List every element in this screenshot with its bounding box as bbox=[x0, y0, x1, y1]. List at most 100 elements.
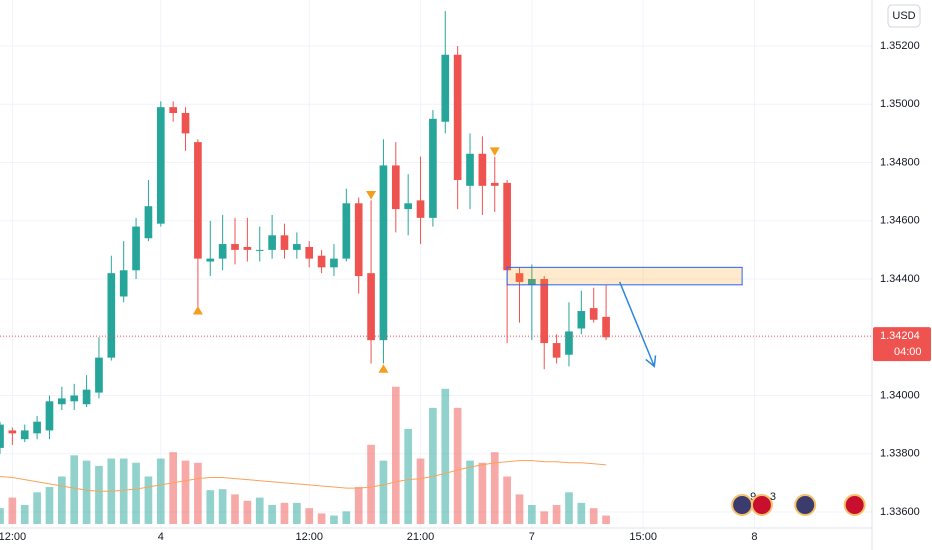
volume-bar bbox=[132, 462, 140, 524]
volume-bar bbox=[58, 476, 66, 524]
volume-bar bbox=[453, 407, 462, 524]
volume-bar bbox=[20, 504, 29, 524]
candle-body bbox=[268, 235, 276, 250]
candle-body bbox=[119, 270, 128, 297]
volume-bar bbox=[379, 460, 388, 524]
candle-body bbox=[194, 142, 202, 259]
x-tick-label: 4 bbox=[158, 531, 164, 543]
candle-body bbox=[107, 273, 116, 358]
volume-bar bbox=[33, 492, 41, 524]
volume-bar bbox=[577, 502, 586, 524]
volume-bar bbox=[416, 458, 425, 524]
volume-bar bbox=[255, 497, 264, 524]
x-tick-label: 7 bbox=[529, 531, 535, 543]
volume-bar bbox=[565, 492, 573, 524]
candle-body bbox=[602, 316, 610, 338]
countdown-label: 04:00 bbox=[894, 346, 922, 358]
candle-body bbox=[243, 246, 252, 250]
y-tick-label: 1.34000 bbox=[880, 389, 920, 401]
volume-bar bbox=[181, 460, 190, 524]
y-tick-label: 1.34600 bbox=[880, 215, 920, 227]
candle-body bbox=[342, 203, 351, 259]
x-tick-label: 21:00 bbox=[407, 531, 435, 543]
candle-body bbox=[577, 311, 586, 329]
candle-body bbox=[82, 389, 91, 405]
event-icon[interactable] bbox=[794, 494, 817, 516]
candle-body bbox=[478, 153, 487, 186]
volume-bar bbox=[317, 513, 326, 524]
candle-body bbox=[8, 430, 17, 434]
candle-body bbox=[404, 203, 413, 210]
y-tick-label: 1.34400 bbox=[880, 273, 920, 285]
candle-body bbox=[169, 107, 177, 113]
candle-body bbox=[528, 278, 536, 285]
event-count: 9 bbox=[750, 491, 756, 503]
candle-body bbox=[95, 357, 103, 393]
signal-marker bbox=[192, 306, 203, 315]
last-price-label: 1.34204 bbox=[880, 330, 920, 342]
volume-layer bbox=[0, 386, 610, 524]
candle-body bbox=[181, 112, 190, 134]
currency-label: USD bbox=[892, 10, 915, 22]
x-tick-label: 8 bbox=[751, 531, 757, 543]
candle-body bbox=[515, 273, 524, 282]
volume-bar bbox=[441, 388, 450, 524]
volume-bar bbox=[268, 504, 276, 524]
candle-body bbox=[552, 343, 561, 358]
candle-body bbox=[218, 244, 227, 259]
volume-bar bbox=[194, 462, 202, 524]
candle-body bbox=[293, 244, 301, 250]
volume-bar bbox=[478, 462, 487, 524]
y-tick-label: 1.35200 bbox=[880, 40, 920, 52]
event-icon[interactable] bbox=[843, 494, 866, 516]
volume-bar bbox=[8, 497, 17, 524]
candle-body bbox=[144, 206, 153, 239]
volume-bar bbox=[243, 500, 252, 524]
forecast-arrow bbox=[618, 281, 657, 368]
candle-body bbox=[206, 258, 215, 262]
volume-bar bbox=[429, 407, 437, 524]
event-icon[interactable] bbox=[750, 494, 773, 516]
y-tick-label: 1.34800 bbox=[880, 156, 920, 168]
volume-bar bbox=[82, 460, 91, 524]
candle-body bbox=[416, 200, 425, 218]
zone-box bbox=[506, 266, 743, 286]
volume-bar bbox=[552, 504, 561, 524]
event-icon[interactable] bbox=[731, 494, 754, 516]
candle-body bbox=[70, 395, 79, 402]
volume-bar bbox=[342, 511, 351, 524]
signal-marker bbox=[366, 191, 377, 200]
plot-layer bbox=[0, 11, 872, 454]
x-tick-label: 15:00 bbox=[629, 531, 657, 543]
volume-bar bbox=[45, 487, 54, 524]
signal-marker bbox=[489, 147, 500, 156]
candle-body bbox=[379, 165, 388, 341]
volume-bar bbox=[206, 490, 215, 524]
candle-body bbox=[589, 308, 598, 320]
candle-body bbox=[503, 182, 511, 271]
candle-body bbox=[58, 398, 66, 405]
volume-bar bbox=[144, 476, 153, 524]
volume-bar bbox=[354, 487, 363, 524]
signal-marker bbox=[378, 364, 389, 373]
candle-body bbox=[330, 258, 338, 268]
volume-bar bbox=[0, 508, 4, 524]
candle-body bbox=[540, 278, 549, 344]
candle-body bbox=[391, 165, 400, 210]
candle-body bbox=[33, 421, 41, 434]
y-tick-label: 1.33600 bbox=[880, 506, 920, 518]
volume-bar bbox=[490, 452, 499, 524]
volume-bar bbox=[589, 508, 598, 524]
volume-ma-line bbox=[0, 460, 607, 492]
volume-bar bbox=[293, 502, 301, 524]
volume-bar bbox=[305, 508, 314, 524]
volume-bar bbox=[231, 494, 239, 524]
candle-body bbox=[490, 182, 499, 186]
volume-bar bbox=[280, 502, 289, 524]
last-price-tag bbox=[873, 327, 931, 362]
candle-body bbox=[453, 54, 462, 180]
volume-bar bbox=[70, 455, 79, 524]
currency-button[interactable] bbox=[887, 4, 921, 28]
